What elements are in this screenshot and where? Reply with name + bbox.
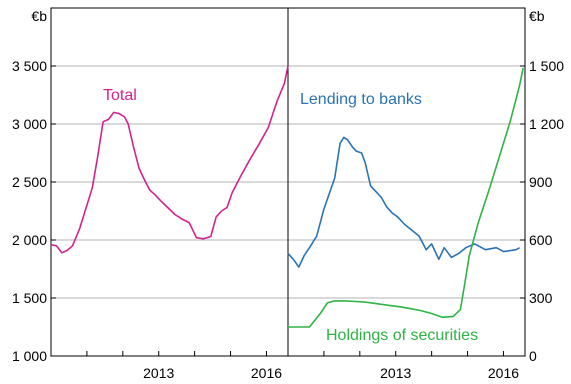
x-tick-label: 2013 xyxy=(143,365,174,381)
series-line-holdings-of-securities xyxy=(288,67,524,328)
series-label-lending-to-banks: Lending to banks xyxy=(300,91,422,108)
y-tick-label-right: 300 xyxy=(529,290,553,306)
series-labels: Total Lending to banks Holdings of securit… xyxy=(103,87,478,344)
x-tick-label: 2016 xyxy=(488,365,519,381)
series-label-holdings-of-securities: Holdings of securities xyxy=(326,327,478,344)
y-tick-label-left: 3 000 xyxy=(12,116,47,132)
series-label-total: Total xyxy=(103,87,137,104)
series-lines xyxy=(50,65,524,328)
y-tick-label-right: 0 xyxy=(529,348,537,364)
y-tick-label-left: 2 000 xyxy=(12,232,47,248)
x-tick-label: 2016 xyxy=(251,365,282,381)
y-tick-label-right: 600 xyxy=(529,232,553,248)
y-tick-label-right: 1 500 xyxy=(529,58,564,74)
y-tick-label-left: 1 500 xyxy=(12,290,47,306)
y-tick-label-right: 900 xyxy=(529,174,553,190)
tick-labels: 1 000 1 500 2 000 2 500 3 000 3 500 0 300 600 900… xyxy=(12,8,564,381)
y-tick-label-left: 1 000 xyxy=(12,348,47,364)
y-tick-label-left: 2 500 xyxy=(12,174,47,190)
x-tick-label: 2013 xyxy=(380,365,411,381)
y-tick-label-left: 3 500 xyxy=(12,58,47,74)
y-tick-label-right: 1 200 xyxy=(529,116,564,132)
y-unit-right: €b xyxy=(529,8,545,24)
series-line-total xyxy=(50,65,289,254)
y-unit-left: €b xyxy=(31,8,47,24)
